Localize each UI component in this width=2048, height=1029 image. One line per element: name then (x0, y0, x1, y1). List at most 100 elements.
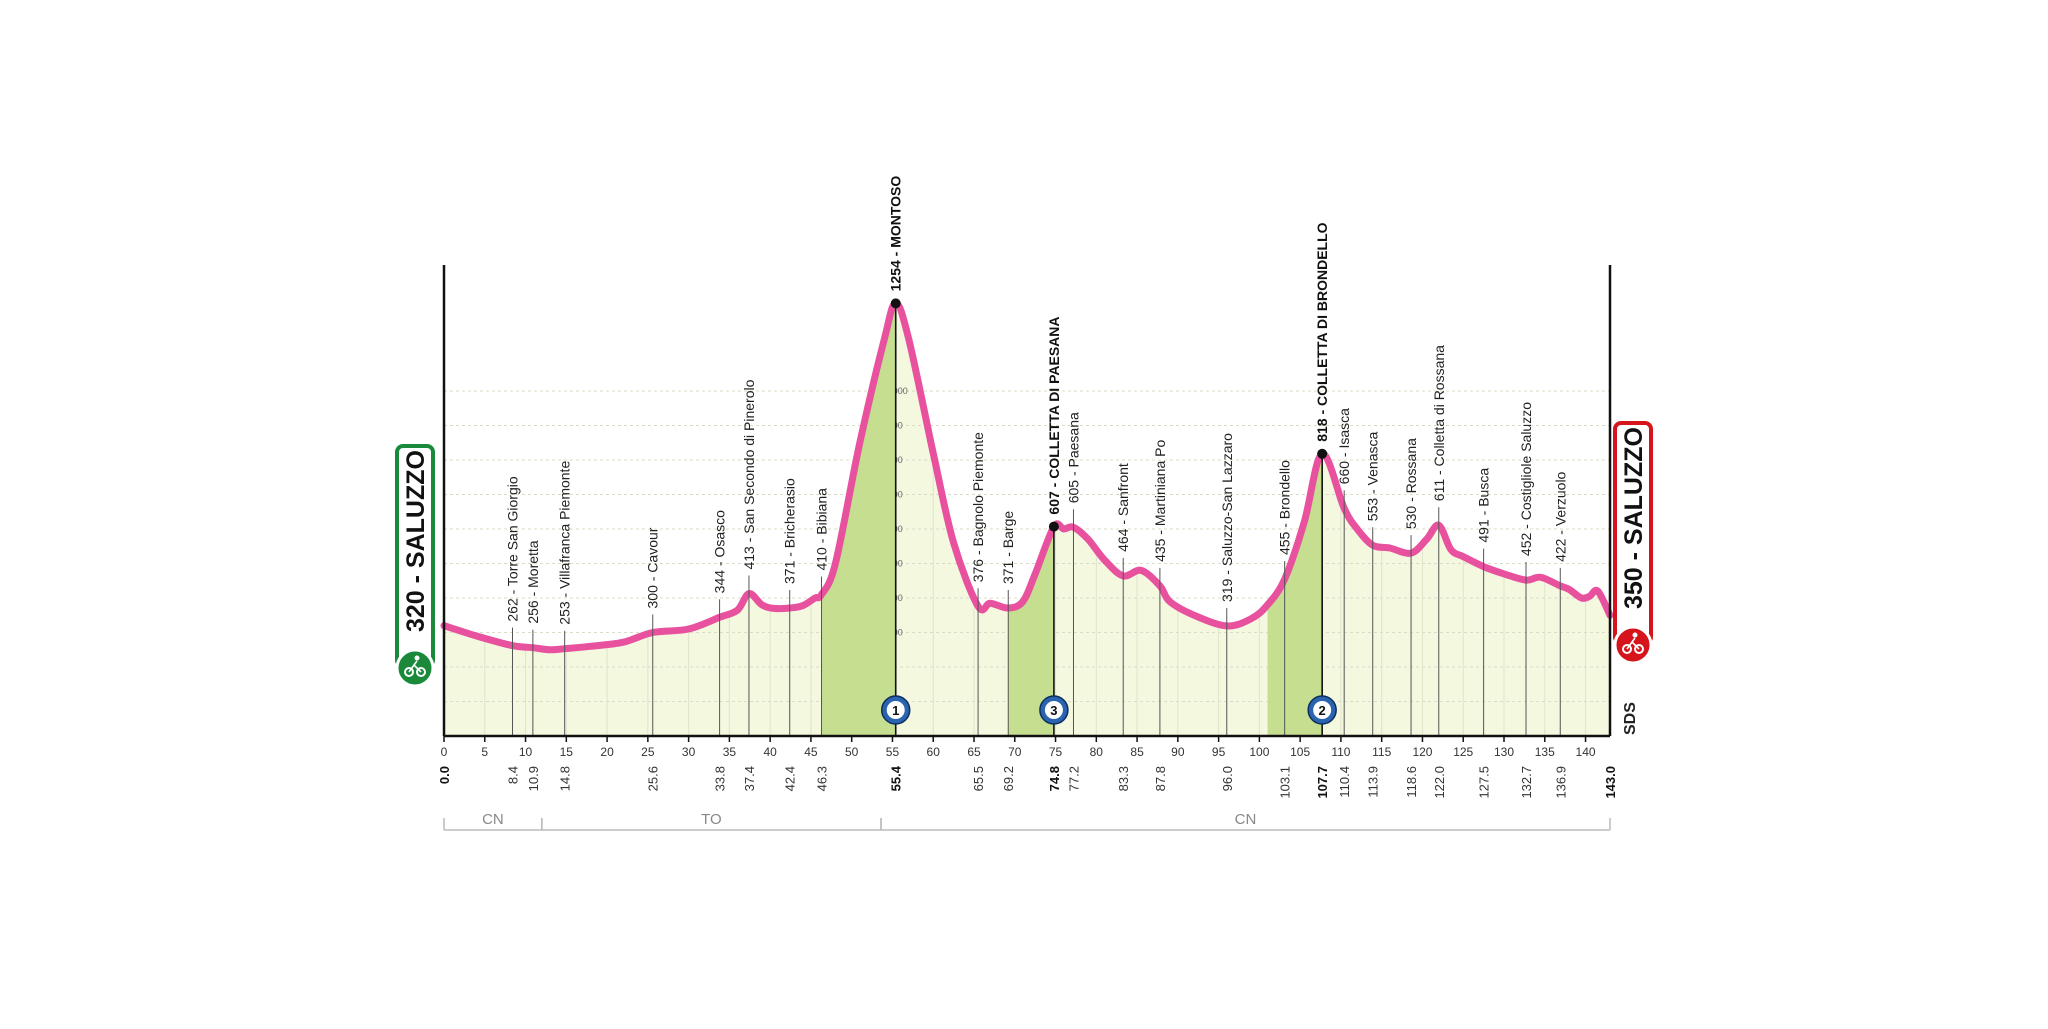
checkpoint-km-label: 46.3 (815, 766, 830, 791)
x-tick-label: 40 (763, 745, 777, 759)
checkpoint-km-label: 14.8 (558, 766, 573, 791)
start-cyclist-wheel (416, 667, 426, 677)
checkpoint-km-label: 0.0 (437, 766, 452, 784)
x-tick-label: 60 (927, 745, 941, 759)
finish-cyclist-wheel (1634, 644, 1644, 654)
checkpoint-name-label: 452 - Costigliole Saluzzo (1518, 402, 1534, 556)
gpm-name-label: 818 - COLLETTA DI BRONDELLO (1314, 222, 1330, 441)
x-tick-label: 140 (1576, 745, 1596, 759)
checkpoint-name-label: 253 - Villafranca Piemonte (557, 461, 573, 625)
checkpoint-name-label: 300 - Cavour (645, 527, 661, 608)
checkpoint-name-label: 376 - Bagnolo Piemonte (970, 432, 986, 582)
x-tick-label: 115 (1372, 745, 1391, 759)
gpm-summit-dot (1317, 448, 1328, 459)
checkpoint-km-label: 96.0 (1220, 766, 1235, 791)
checkpoint-name-label: 371 - Bricherasio (782, 478, 798, 584)
checkpoint-name-label: 530 - Rossana (1403, 438, 1419, 529)
x-tick-label: 65 (967, 745, 981, 759)
finish-cyclist-frame (1626, 637, 1640, 650)
checkpoint-km-label: 132.7 (1519, 766, 1534, 799)
x-tick-label: 75 (1049, 745, 1063, 759)
finish-cyclist-wheel (1622, 644, 1632, 654)
checkpoint-km-label: 42.4 (783, 766, 798, 791)
start-label: 320 - SALUZZO (402, 450, 430, 632)
x-tick-label: 35 (723, 745, 737, 759)
checkpoint-km-label: 113.9 (1366, 766, 1381, 798)
checkpoint-km-label: 107.7 (1315, 766, 1330, 799)
x-tick-label: 80 (1090, 745, 1104, 759)
gpm-name-label: 1254 - MONTOSO (888, 176, 904, 292)
province-label: CN (1235, 811, 1257, 828)
checkpoint-name-label: 410 - Bibiana (814, 488, 830, 571)
gpm-category-label: 2 (1319, 703, 1326, 718)
x-tick-label: 5 (481, 745, 488, 759)
checkpoint-name-label: 319 - Saluzzo-San Lazzaro (1219, 433, 1235, 602)
finish-cyclist-head (1632, 632, 1638, 638)
profile-line-group (440, 299, 1614, 654)
checkpoint-km-label: 33.8 (713, 766, 728, 791)
start-cyclist-frame (408, 660, 422, 673)
checkpoint-name-label: 605 - Paesana (1065, 412, 1081, 503)
checkpoint-km-label: 65.5 (971, 766, 986, 791)
checkpoint-name-label: 660 - Isasca (1336, 408, 1352, 484)
checkpoint-km-label: 55.4 (889, 765, 904, 791)
endpoint-group: 320 - SALUZZO 350 - SALUZZO SDS (395, 421, 1653, 735)
x-tick-label: 30 (682, 745, 696, 759)
checkpoint-km-label: 8.4 (505, 766, 520, 784)
checkpoint-km-label: 118.6 (1404, 766, 1419, 798)
x-tick-label: 15 (560, 745, 574, 759)
x-tick-label: 85 (1130, 745, 1144, 759)
checkpoint-km-label: 77.2 (1066, 766, 1081, 791)
gpm-name-label: 607 - COLLETTA DI PAESANA (1046, 316, 1062, 514)
x-tick-label: 110 (1331, 745, 1350, 759)
checkpoint-km-label: 87.8 (1153, 766, 1168, 791)
x-tick-label: 95 (1212, 745, 1226, 759)
checkpoint-name-label: 553 - Venasca (1365, 431, 1381, 521)
checkpoint-name-label: 491 - Busca (1476, 468, 1492, 543)
checkpoint-km-label: 103.1 (1278, 766, 1293, 799)
checkpoint-km-label: 69.2 (1001, 766, 1016, 791)
gpm-category-label: 3 (1050, 703, 1057, 718)
checkpoint-name-label: 611 - Colletta di Rossana (1431, 345, 1447, 501)
x-tick-label: 120 (1412, 745, 1432, 759)
checkpoint-km-label: 10.9 (526, 766, 541, 791)
start-cyclist-wheel (404, 667, 414, 677)
start-cyclist-icon (395, 648, 435, 688)
x-tick-label: 25 (641, 745, 655, 759)
checkpoint-km-label: 74.8 (1047, 766, 1062, 791)
sds-label: SDS (1622, 702, 1639, 735)
checkpoint-name-label: 256 - Moretta (525, 540, 541, 623)
checkpoint-km-label: 110.4 (1337, 766, 1352, 798)
finish-label: 350 - SALUZZO (1620, 427, 1648, 609)
x-tick-label: 70 (1008, 745, 1022, 759)
start-cyclist-head (414, 655, 420, 661)
x-tick-label: 135 (1535, 745, 1555, 759)
gpm-summit-dot (890, 298, 901, 309)
gpm-badge-inner (1313, 701, 1332, 719)
gpm-category-label: 1 (892, 703, 899, 718)
x-tick-label: 130 (1494, 745, 1514, 759)
x-tick-label: 105 (1290, 745, 1310, 759)
checkpoint-name-label: 455 - Brondello (1277, 460, 1293, 555)
checkpoint-name-label: 435 - Martiniana Po (1152, 440, 1168, 562)
checkpoint-km-label: 83.3 (1116, 766, 1131, 791)
checkpoint-group: 262 - Torre San Giorgio 256 - Moretta 253 … (504, 176, 1568, 736)
x-tick-label: 55 (886, 745, 900, 759)
climb-shade (821, 303, 896, 736)
province-label: TO (701, 811, 722, 828)
checkpoint-name-label: 422 - Verzuolo (1552, 471, 1568, 561)
altitude-tick-label: 1000 (888, 386, 908, 396)
x-tick-label: 50 (845, 745, 859, 759)
checkpoint-km-label: 127.5 (1477, 766, 1492, 799)
checkpoint-km-label: 122.0 (1432, 766, 1447, 799)
x-tick-label: 125 (1453, 745, 1473, 759)
province-group: CN TO CN (443, 811, 1611, 831)
checkpoint-km-label: 136.9 (1553, 766, 1568, 799)
gpm-badge-inner (886, 701, 905, 719)
checkpoint-name-label: 371 - Barge (1000, 511, 1016, 584)
gpm-badge-inner (1044, 701, 1063, 719)
checkpoint-km-label: 25.6 (646, 766, 661, 791)
profile-line (440, 299, 1614, 654)
x-tick-label: 10 (519, 745, 533, 759)
